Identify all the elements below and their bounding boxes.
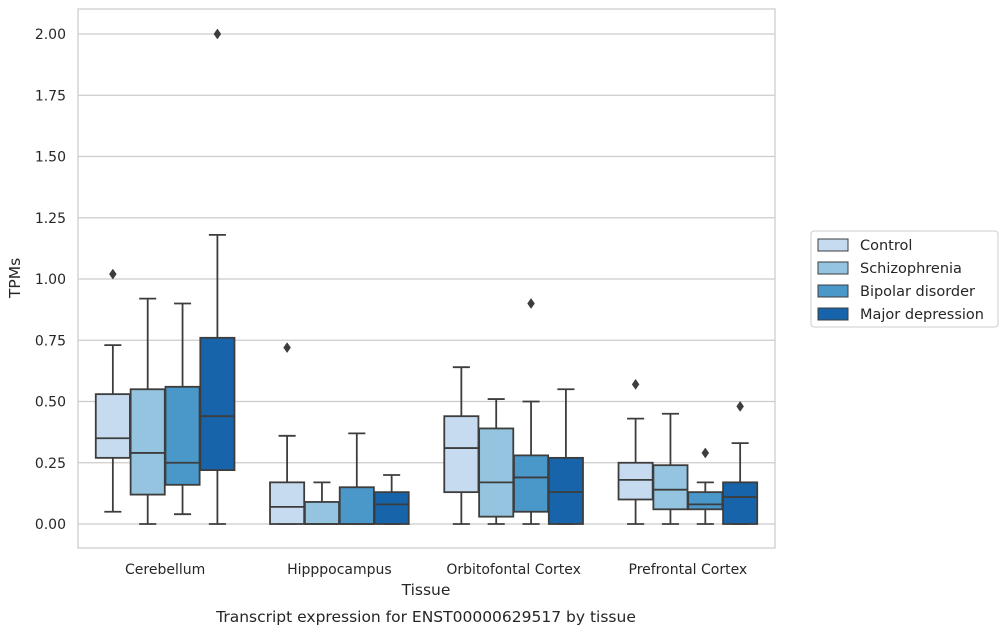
legend-items: Control Schizophrenia Bipolar disorder Majo… — [817, 238, 984, 323]
outlier-point — [701, 447, 710, 459]
box-bipolar-disorder — [338, 432, 375, 525]
outlier-point — [736, 400, 744, 412]
box-major-depression — [373, 474, 410, 525]
box-iqr — [269, 481, 306, 525]
box-iqr — [373, 491, 410, 525]
box-iqr — [338, 486, 375, 525]
box-iqr — [303, 501, 340, 525]
chart-caption: Transcript expression for ENST0000062951… — [215, 608, 636, 626]
box-iqr — [547, 456, 584, 525]
legend-label: Control — [860, 238, 912, 254]
legend-frame — [810, 230, 999, 328]
legend: Control Schizophrenia Bipolar disorder Majo… — [810, 230, 999, 328]
y-tick-label: 1.25 — [35, 211, 66, 227]
box-control — [617, 378, 654, 525]
x-tick-label: Prefrontal Cortex — [629, 562, 748, 578]
box-iqr — [164, 385, 201, 486]
y-axis-label: TPMs — [6, 258, 24, 299]
y-tick-labels: 0.00 0.25 0.50 0.75 1.00 1.25 1.50 1.75 2.00 — [35, 27, 66, 533]
x-tick-label: Cerebellum — [125, 562, 205, 578]
box-bipolar-disorder — [164, 302, 201, 516]
plot-frame — [77, 8, 776, 549]
outlier-point — [109, 268, 117, 280]
x-tick-label: Hipppocampus — [287, 562, 392, 578]
box-iqr — [478, 427, 515, 518]
legend-swatch — [817, 238, 849, 252]
box-control — [269, 342, 306, 525]
box-major-depression — [722, 400, 759, 525]
box-iqr — [513, 454, 550, 513]
legend-label: Major depression — [860, 307, 984, 323]
x-tick-labels: Cerebellum Hipppocampus Orbitofontal Corte… — [125, 562, 747, 578]
box-iqr — [652, 464, 689, 511]
outlier-point — [283, 342, 291, 354]
box-iqr — [617, 461, 654, 501]
box-iqr — [443, 415, 480, 494]
box-iqr — [687, 491, 724, 511]
y-tick-label: 0.00 — [35, 517, 66, 533]
legend-label: Schizophrenia — [860, 261, 962, 277]
box-iqr — [199, 336, 236, 471]
x-axis-label: Tissue — [401, 581, 451, 599]
box-control — [94, 268, 131, 513]
box-iqr — [129, 388, 166, 496]
outlier-point — [631, 378, 640, 390]
outlier-point — [527, 298, 535, 309]
legend-swatch — [817, 284, 849, 298]
y-tick-label: 1.00 — [35, 272, 66, 288]
box-bipolar-disorder — [687, 447, 724, 525]
box-schizophrenia — [129, 297, 166, 525]
legend-label: Bipolar disorder — [860, 284, 975, 300]
box-schizophrenia — [652, 412, 689, 525]
outlier-point — [213, 28, 222, 40]
box-iqr — [94, 393, 131, 459]
x-tick-label: Orbitofontal Cortex — [446, 562, 581, 578]
box-control — [443, 366, 480, 525]
y-tick-label: 1.50 — [35, 150, 66, 166]
box-schizophrenia — [303, 481, 340, 525]
box-major-depression — [199, 28, 236, 525]
box-major-depression — [547, 388, 584, 525]
box-bipolar-disorder — [513, 298, 550, 525]
box-iqr — [722, 481, 759, 525]
y-tick-label: 2.00 — [35, 27, 66, 43]
legend-swatch — [817, 307, 849, 321]
legend-swatch — [817, 261, 849, 275]
y-tick-label: 0.25 — [35, 456, 66, 472]
boxes — [94, 28, 759, 525]
y-tick-label: 0.50 — [35, 395, 66, 411]
box-schizophrenia — [478, 398, 515, 525]
y-tick-label: 1.75 — [35, 88, 66, 104]
y-tick-label: 0.75 — [35, 333, 66, 349]
